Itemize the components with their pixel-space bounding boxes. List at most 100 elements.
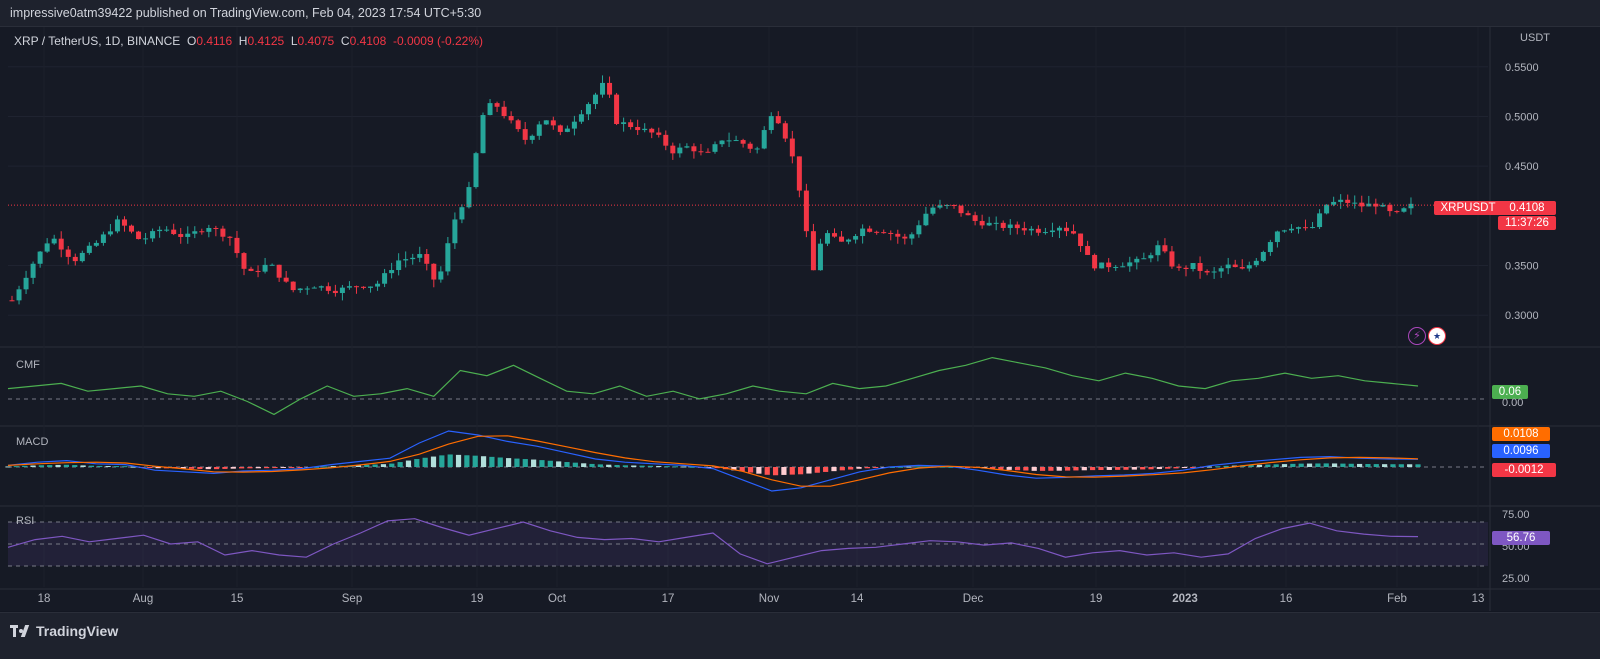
candle-body [1310,227,1316,229]
candle-body [916,225,922,235]
macd-histogram-bar [739,467,745,472]
candle-body [1127,262,1133,267]
candle-body [705,151,711,153]
time-tick-label: Feb [1387,593,1407,605]
macd-histogram-bar [1256,464,1263,467]
candle-body [691,146,697,152]
macd-histogram-bar [1081,467,1087,471]
candle-body [136,231,142,240]
candle-body [1295,227,1301,229]
macd-histogram-bar [1165,467,1171,469]
macd-histogram-bar [289,467,295,468]
candle-body [276,264,282,278]
macd-histogram-bar [1031,467,1037,471]
candle-body [557,125,563,132]
macd-histogram-bar [105,465,111,467]
candle-body [290,281,296,291]
macd-histogram-bar [764,467,770,475]
candle-body [1274,231,1280,243]
candle-body [600,82,606,95]
candle-body [782,123,788,139]
candle-body [1239,267,1245,269]
time-tick-label: 15 [231,593,244,605]
brand-name: TradingView [36,623,119,639]
low-value: 0.4075 [297,34,335,48]
candle-body [1169,251,1175,267]
macd-histogram-bar [864,467,870,469]
macd-histogram-bar [1248,465,1254,467]
flag-icon[interactable]: ★ [1428,327,1446,345]
candle-body [199,231,205,233]
macd-histogram-bar [1398,464,1404,467]
macd-histogram-bar [213,467,220,470]
macd-histogram-bar [747,467,754,473]
macd-histogram-bar [1073,467,1079,471]
macd-histogram-bar [531,459,537,467]
candle-body [37,251,43,264]
time-tick-label: Nov [759,593,780,605]
candle-body [100,234,106,243]
macd-histogram-bar [1048,467,1054,471]
rsi-label: RSI [16,515,35,527]
macd-histogram-bar [873,467,879,468]
macd-histogram-bar [5,466,11,468]
candle-body [1345,199,1351,203]
candle-body [403,259,409,261]
macd-histogram-bar [856,467,862,469]
candle-body [23,277,29,290]
lightning-icon[interactable]: ⚡ [1408,327,1426,345]
open-value: 0.4116 [196,34,233,48]
candle-body [846,239,852,242]
candle-body [150,231,156,239]
candle-body [178,234,184,237]
macd-histogram-bar [1181,467,1187,469]
candle-body [508,116,514,121]
macd-histogram-bar [614,465,620,467]
macd-histogram-bar [122,466,128,468]
candle-body [269,264,275,266]
candle-body [1085,246,1091,255]
candle-body [206,227,212,232]
macd-histogram-bar [923,466,929,468]
candle-body [1366,203,1372,207]
candle-body [65,249,71,257]
candle-body [304,288,310,290]
candle-body [522,129,528,140]
candle-body [937,205,943,208]
last-price-badge: 0.4108 [1498,201,1556,215]
candle-body [1120,266,1126,268]
macd-histogram-bar [197,467,203,469]
candle-body [1408,203,1414,209]
candle-body [86,245,92,253]
chart-area[interactable]: 0.5500 0.5000 0.4500 0.3500 0.3000 18 Aug 15 Sep… [0,27,1600,611]
candle-body [543,120,549,125]
publish-header: impressive0atm39422 published on Trading… [0,0,1600,27]
macd-histogram-bar [606,464,612,467]
candle-body [332,290,338,294]
countdown-badge: 11:37:26 [1498,216,1556,230]
macd-histogram-bar [389,463,395,467]
candle-body [607,82,613,95]
candle-body [487,103,493,116]
macd-histogram-bar [1331,463,1338,467]
candle-body [459,207,465,220]
macd-histogram-bar [656,465,662,467]
candle-body [283,277,289,282]
macd-histogram-bar [948,466,954,468]
macd-histogram-bar [1039,467,1046,471]
candle-body [255,270,261,272]
cmf-zero-tick: 0.00 [1502,397,1524,409]
macd-histogram-bar [1173,467,1179,469]
candle-body [353,286,359,288]
candle-body [389,270,395,274]
chart-canvas[interactable]: 0.5500 0.5000 0.4500 0.3500 0.3000 18 Aug 15 Sep… [0,27,1600,611]
candle-body [1260,251,1266,261]
tradingview-logo[interactable]: TradingView [10,623,118,639]
candle-body [768,116,774,131]
macd-histogram-bar [589,463,595,467]
candle-body [368,286,374,288]
price-tick-label: 0.3000 [1505,310,1539,322]
time-tick-label: 19 [1090,593,1103,605]
time-tick-label: 13 [1472,593,1485,605]
candle-body [1380,204,1386,207]
